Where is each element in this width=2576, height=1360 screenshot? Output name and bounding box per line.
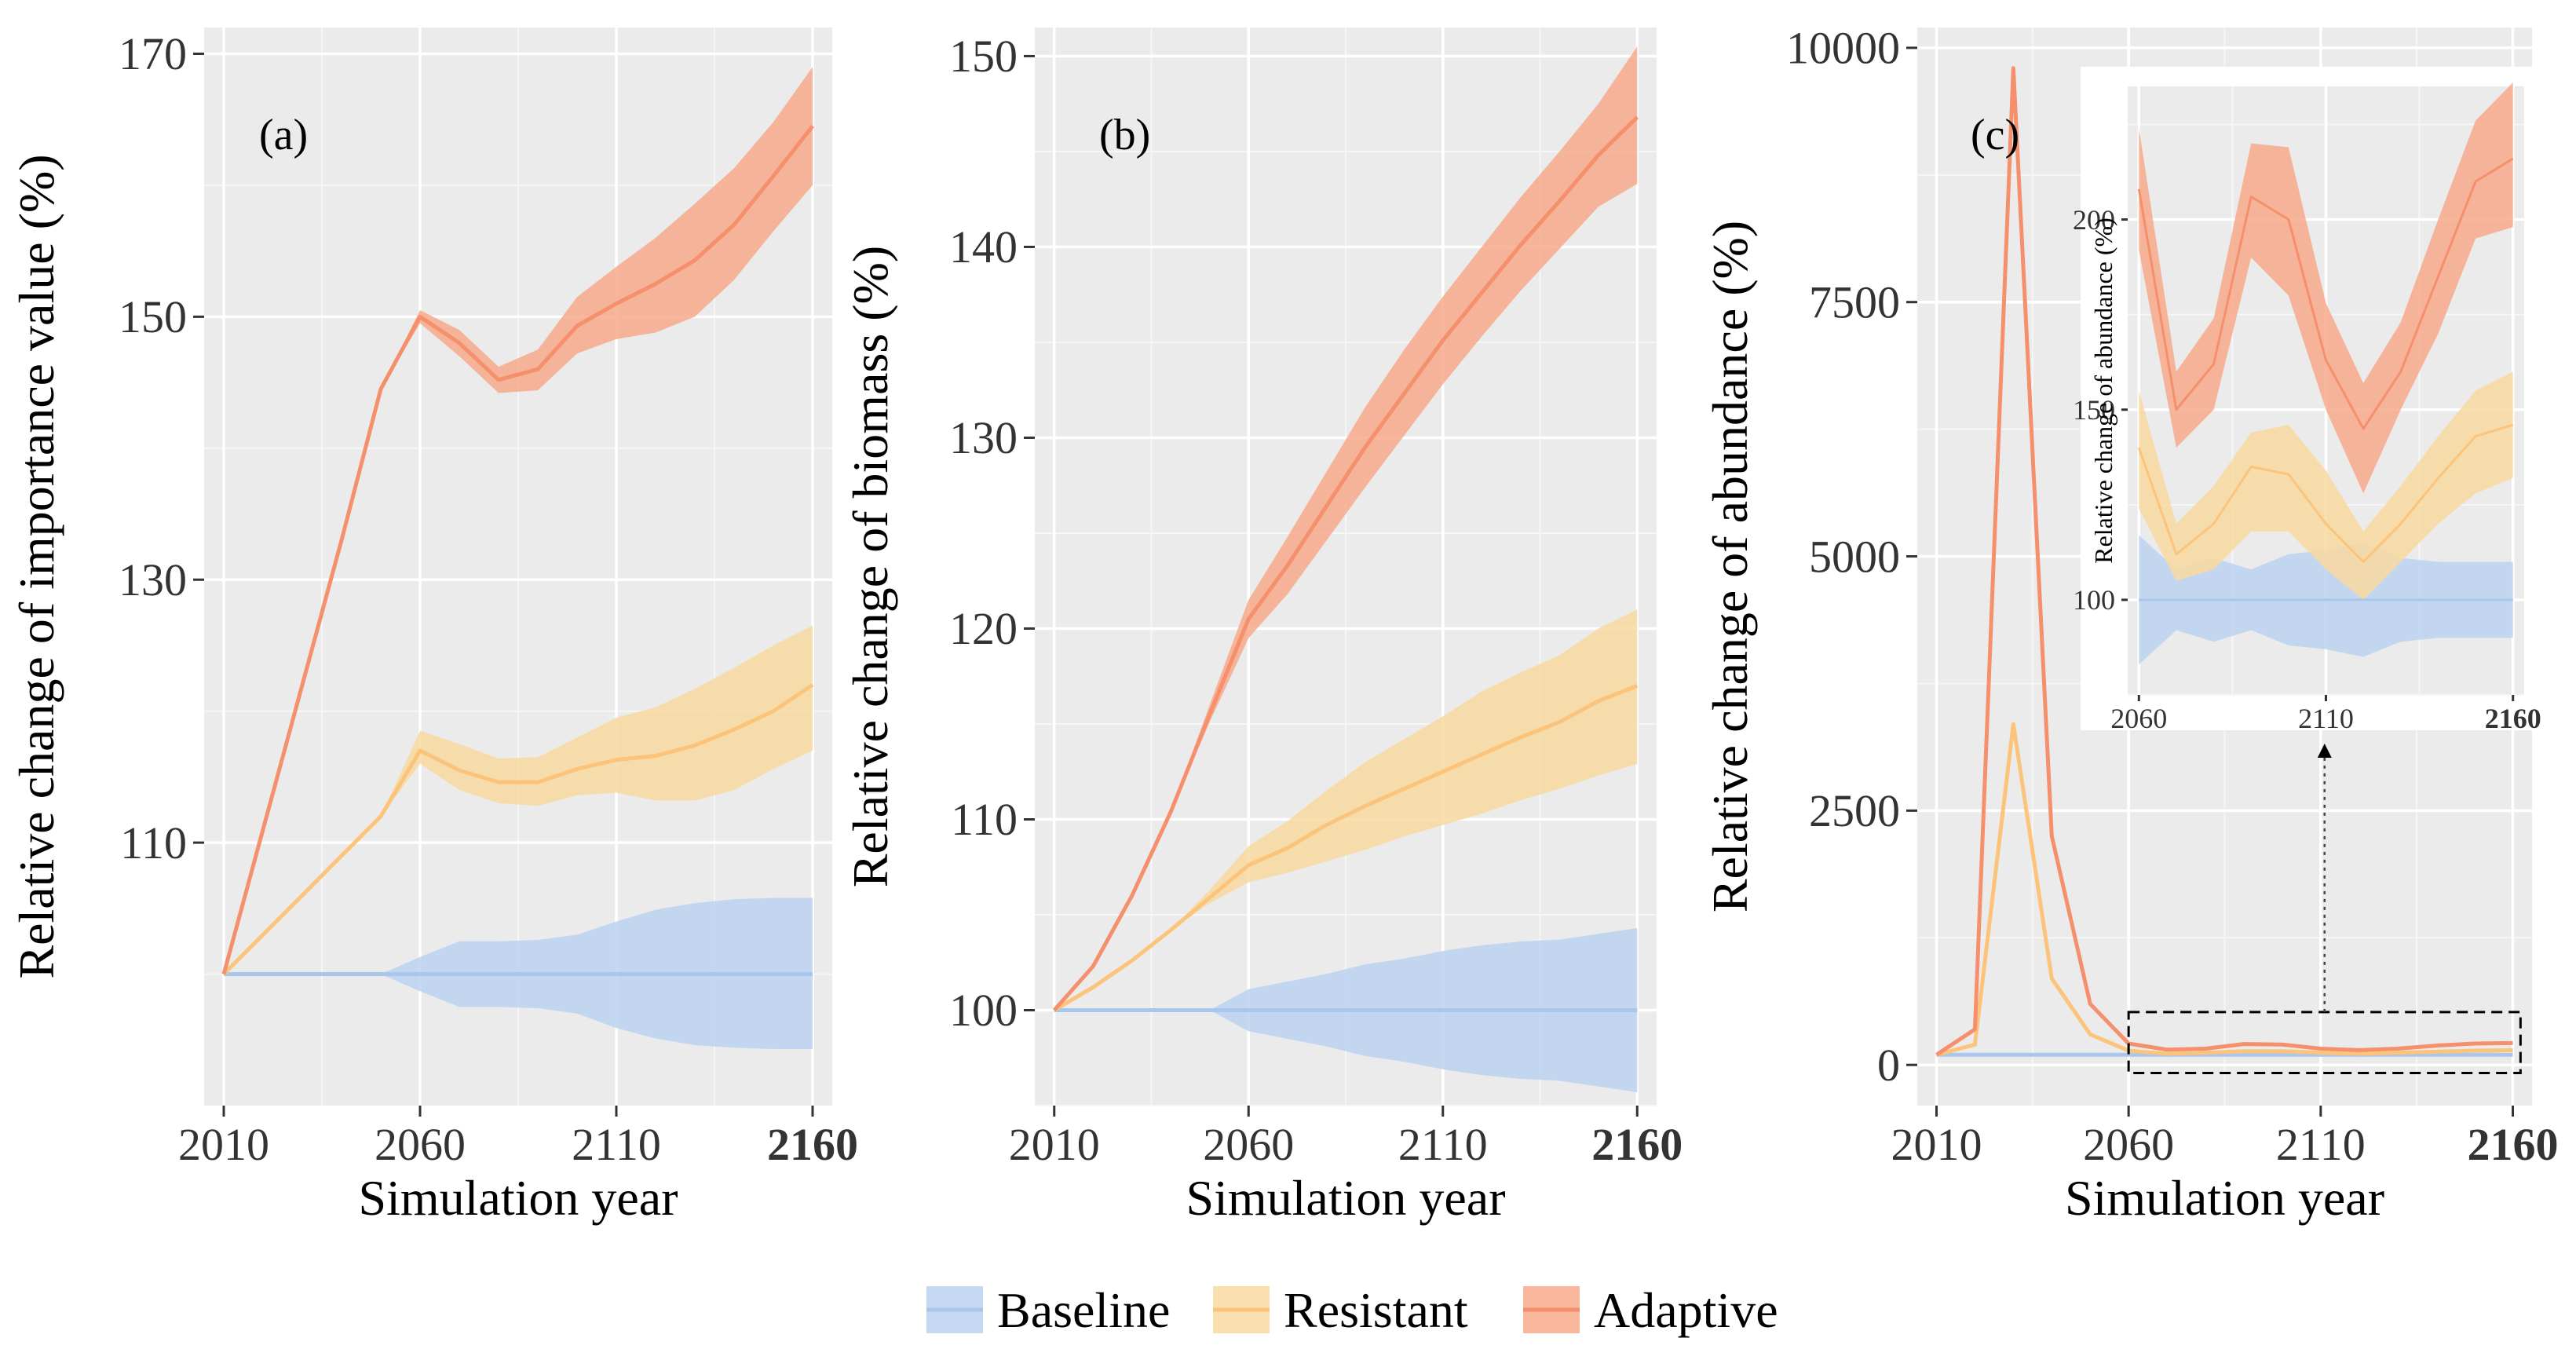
panel-a-x-axis-title: Simulation year [358,1170,678,1226]
panel-c-panel-label: (c) [1971,111,2019,159]
panel-c-y-tick-label: 2500 [1809,785,1900,836]
panel-a-band-adaptive [224,67,813,974]
panel-b-panel-label: (b) [1099,111,1150,159]
panel-b-y-tick-label: 100 [949,985,1018,1036]
panel-a-line-resistant [222,683,814,976]
panel-c-y-tick-label: 10000 [1786,23,1900,74]
panel-a-band-resistant [224,625,813,974]
panel-b-line-adaptive [1052,115,1639,1012]
legend-label-resistant: Resistant [1284,1282,1468,1338]
panel-b-y-tick-label: 140 [949,221,1018,272]
panel-b-x-axis-title: Simulation year [1186,1170,1505,1226]
panel-c-y-tick-label: 7500 [1809,276,1900,327]
panel-b-line-resistant [1053,684,1639,1012]
panel-a-y-axis-title: Relative change of importance value (%) [9,154,64,978]
inset-band-resistant [2139,371,2513,600]
inset-x-tick-label: 2060 [2110,703,2167,734]
panel-a-y-tick-label: 170 [119,28,187,79]
panel-b-x-tick-label: 2110 [1398,1119,1488,1170]
panel-a-y-tick-label: 150 [119,291,187,342]
panel-b-panel: 2010 2060 2110 2160 100 110 120 130 140 150 Simula… [842,27,1683,1226]
panel-c-x-tick-label: 2010 [1891,1119,1982,1170]
panel-c-line-resistant [1935,722,2513,1057]
panel-a-x-tick-label: 2160 [767,1119,858,1170]
panel-b-y-tick-label: 120 [949,603,1018,654]
inset-y-tick-label: 200 [2073,204,2115,236]
panel-c-x-tick-label: 2160 [2468,1119,2559,1170]
panel-a-panel: 2010 2060 2110 2160 110 130 150 170 Simulation y… [9,27,858,1226]
panel-a-x-tick-label: 2110 [572,1119,661,1170]
inset-y-axis-title: Relative change of abundance (%) [2089,218,2117,564]
zoom-arrow-head [2317,744,2332,758]
panel-b-y-tick-label: 150 [949,31,1018,82]
panel-c-x-tick-label: 2110 [2276,1119,2366,1170]
inset-y-tick-label: 100 [2073,584,2115,616]
inset-x-tick-label: 2160 [2485,703,2541,734]
panel-a-y-tick-label: 110 [120,817,187,868]
panel-c-y-tick-label: 5000 [1809,531,1900,582]
panel-b-x-tick-label: 2010 [1009,1119,1100,1170]
panel-b-y-tick-label: 130 [949,412,1018,463]
legend: Baseline Resistant Adaptive [926,1282,1778,1338]
panel-b-y-axis-title: Relative change of biomass (%) [842,246,898,888]
panel-b-y-tick-label: 110 [951,794,1018,845]
panel-a-line-adaptive [221,125,814,975]
panel-a-y-tick-label: 130 [119,554,187,605]
panel-c-line-adaptive [1935,66,2513,1057]
panel-c-y-tick-label: 0 [1877,1040,1900,1091]
panel-a-panel-label: (a) [259,111,308,159]
panel-a-x-tick-label: 2060 [375,1119,466,1170]
panel-c-x-tick-label: 2060 [2083,1119,2174,1170]
legend-label-baseline: Baseline [997,1282,1170,1338]
inset-y-tick-label: 150 [2073,394,2115,426]
panel-c-y-axis-title: Relative change of abundance (%) [1702,221,1758,912]
panel-b-x-tick-label: 2160 [1591,1119,1683,1170]
inset-band-adaptive [2139,82,2513,494]
legend-label-adaptive: Adaptive [1594,1282,1778,1338]
panel-b-band-resistant [1054,609,1638,1011]
panel-c-x-axis-title: Simulation year [2065,1170,2384,1226]
panel-b-x-tick-label: 2060 [1203,1119,1294,1170]
panel-b-band-adaptive [1054,46,1638,1011]
inset-x-tick-label: 2110 [2298,703,2354,734]
panel-a-x-tick-label: 2010 [178,1119,269,1170]
